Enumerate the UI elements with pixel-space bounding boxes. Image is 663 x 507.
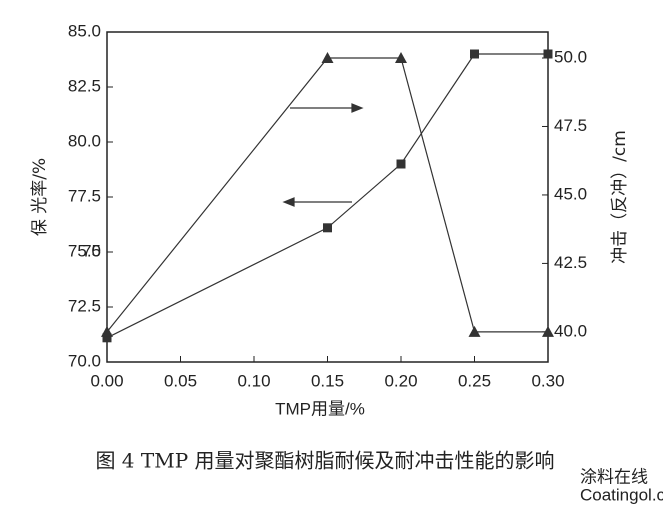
marker [323, 223, 332, 233]
watermark-url: Coatingol.com [580, 485, 663, 504]
y2-tick-label: 45.0 [554, 184, 587, 203]
x-tick-label: 0.05 [164, 371, 197, 390]
y2-tick-label: 40.0 [554, 321, 587, 340]
y2-tick-label: 47.5 [554, 116, 587, 135]
y2-axis-label: 冲击（反冲）/cm [610, 130, 630, 264]
x-tick-label: 0.30 [531, 371, 564, 390]
marker [101, 325, 113, 337]
y-tick-label: 72.5 [68, 296, 101, 315]
y-axis-label: 保 光率/% [30, 158, 50, 236]
marker [542, 325, 554, 337]
marker [395, 52, 407, 64]
marker [468, 325, 481, 337]
x-axis-label: TMP用量/% [275, 399, 365, 418]
y-tick-label: 77.5 [68, 186, 101, 205]
arrows [282, 103, 364, 207]
marker [470, 49, 479, 59]
marker [396, 159, 406, 169]
x-tick-label: 0.15 [311, 371, 344, 390]
y-tick-label: 80.0 [68, 131, 101, 150]
y-tick-label: 70.0 [68, 351, 101, 370]
y-tick-label: 75 [82, 241, 101, 260]
marker [102, 333, 112, 343]
x-tick-label: 0.00 [90, 371, 123, 390]
y-tick-label: 82.5 [68, 76, 101, 95]
marker [321, 52, 334, 64]
y2-tick-label: 42.5 [554, 253, 587, 272]
y2-tick-label: 50.0 [554, 48, 587, 67]
y-tick-label: 85.0 [68, 21, 101, 40]
series-line [106, 53, 548, 339]
marker [543, 49, 553, 59]
watermark: 涂料在线 [580, 467, 648, 486]
plot-frame [106, 31, 549, 363]
x-tick-label: 0.25 [458, 371, 491, 390]
series-line [106, 57, 548, 333]
y-tick-label: 75.0 [68, 241, 101, 260]
x-tick-label: 0.20 [384, 371, 417, 390]
caption: 图 4 TMP 用量对聚酯树脂耐候及耐冲击性能的影响 [95, 449, 554, 473]
x-tick-label: 0.10 [237, 371, 270, 390]
